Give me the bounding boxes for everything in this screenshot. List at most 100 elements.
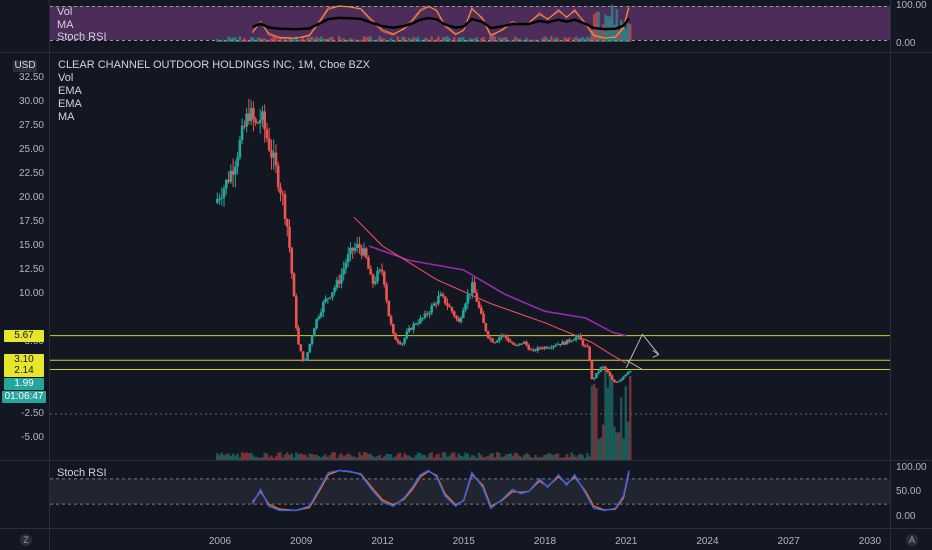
- candle-body: [326, 298, 330, 300]
- volume-bar: [489, 453, 492, 460]
- currency-badge[interactable]: USD: [13, 60, 37, 72]
- volume-bar: [425, 457, 429, 460]
- last-price-tag: 1.99: [4, 377, 44, 390]
- projection-arrowhead: [652, 350, 660, 358]
- volume-bar: [344, 455, 348, 460]
- top-volume-bar: [270, 38, 273, 42]
- volume-bar: [292, 457, 296, 460]
- top-volume-bar: [277, 40, 280, 42]
- top-volume-bar: [353, 40, 357, 42]
- candle-body: [369, 268, 373, 275]
- top-volume-bar: [407, 37, 411, 42]
- volume-bar: [446, 456, 449, 460]
- candle-body: [401, 343, 404, 345]
- time-label: 2009: [290, 536, 313, 547]
- volume-bar: [380, 457, 384, 460]
- volume-bar: [430, 452, 433, 460]
- top-volume-bar: [611, 4, 614, 42]
- candle-body: [297, 327, 300, 345]
- candle-body: [349, 247, 352, 255]
- top-volume-bar: [261, 38, 264, 42]
- candle-body: [355, 244, 359, 248]
- candle-body: [315, 318, 318, 329]
- top-volume-bar: [304, 40, 307, 42]
- top-volume-bar: [394, 40, 397, 42]
- volume-bar: [459, 455, 463, 460]
- top-volume-bar: [613, 24, 616, 42]
- volume-bar: [504, 454, 508, 460]
- volume-bar: [396, 453, 400, 460]
- volume-bar: [538, 456, 542, 460]
- candle-body: [358, 244, 361, 248]
- top-volume-bar: [518, 38, 521, 42]
- candle-body: [419, 318, 422, 324]
- top-volume-bar: [252, 37, 255, 42]
- volume-bar: [290, 453, 293, 460]
- volume-bar: [225, 454, 228, 460]
- volume-bar: [550, 454, 553, 460]
- candle-body: [583, 345, 587, 347]
- volume-bar: [220, 452, 224, 460]
- volume-bar: [405, 455, 409, 460]
- candle-body: [516, 344, 519, 346]
- volume-bar: [626, 421, 630, 460]
- volume-bar: [416, 452, 420, 460]
- top-volume-bar: [315, 36, 318, 42]
- volume-bar: [604, 371, 607, 460]
- top-volume-bar: [586, 36, 589, 42]
- candle-body: [412, 323, 415, 330]
- auto-scale-icon[interactable]: A: [906, 534, 918, 546]
- candle-body: [227, 179, 230, 182]
- candle-body: [590, 360, 594, 380]
- candle-body: [272, 152, 276, 158]
- candle-body: [317, 316, 321, 319]
- volume-bar: [529, 456, 533, 460]
- volume-bar: [624, 386, 627, 460]
- candle-body: [531, 349, 535, 351]
- top-volume-bar: [570, 40, 573, 42]
- candle-body: [507, 338, 510, 342]
- top-volume-bar: [218, 40, 221, 42]
- top-volume-bar: [319, 36, 323, 42]
- candle-body: [604, 366, 607, 370]
- top-volume-bar: [349, 38, 352, 42]
- candle-body: [423, 313, 427, 319]
- candle-body: [628, 370, 632, 373]
- top-volume-bar: [597, 11, 600, 43]
- stoch-band-fill: [50, 478, 890, 505]
- top-volume-bar: [272, 36, 275, 42]
- candle-body: [425, 313, 429, 315]
- volume-bar: [218, 454, 221, 460]
- zoom-icon[interactable]: Z: [20, 534, 32, 546]
- volume-bar: [286, 452, 289, 460]
- volume-bar: [611, 374, 614, 460]
- candle-body: [238, 140, 242, 158]
- candle-body: [324, 298, 327, 302]
- volume-bar: [570, 452, 573, 460]
- candle-body: [276, 165, 280, 188]
- legend-ema-2: EMA: [58, 98, 82, 110]
- candle-body: [581, 339, 585, 346]
- candle-body: [394, 333, 397, 340]
- top-volume-bar: [380, 38, 384, 42]
- top-volume-bar: [565, 38, 569, 42]
- volume-bar: [387, 454, 390, 460]
- candle-body: [613, 379, 616, 382]
- top-volume-bar: [340, 39, 343, 42]
- candle-body: [333, 287, 336, 293]
- candle-body: [294, 296, 298, 328]
- top-volume-bar: [550, 36, 553, 42]
- volume-bar: [629, 375, 632, 460]
- candle-body: [538, 347, 542, 349]
- candle-body: [344, 262, 348, 269]
- volume-bar: [527, 454, 530, 460]
- candle-body: [457, 318, 461, 322]
- volume-bar: [471, 454, 474, 460]
- top-volume-bar: [412, 36, 415, 42]
- top-scale-0: 0.00: [896, 38, 916, 49]
- top-volume-bar: [574, 36, 578, 42]
- volume-bar: [532, 457, 535, 460]
- candle-body: [595, 373, 598, 378]
- top-volume-bar: [421, 40, 424, 42]
